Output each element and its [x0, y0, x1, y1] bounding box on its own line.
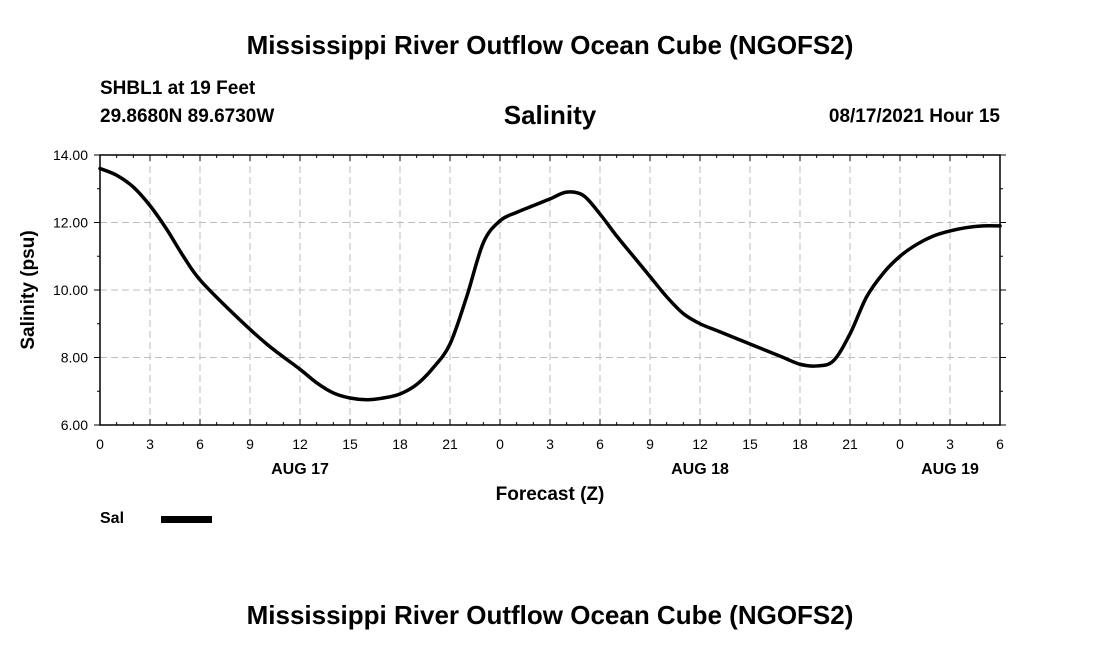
salinity-data-point — [765, 349, 768, 352]
salinity-data-point — [382, 397, 385, 400]
x-tick-label: 18 — [792, 436, 808, 452]
salinity-data-point — [599, 213, 602, 216]
station-label: SHBL1 at 19 Feet — [100, 78, 256, 99]
salinity-data-point — [665, 295, 668, 298]
salinity-data-point — [515, 211, 518, 214]
x-tick-label: 21 — [842, 436, 858, 452]
salinity-data-point — [415, 383, 418, 386]
date-label: AUG 18 — [671, 461, 729, 478]
x-tick-label: 3 — [146, 436, 154, 452]
salinity-data-point — [982, 224, 985, 227]
salinity-data-point — [682, 312, 685, 315]
salinity-data-point — [449, 343, 452, 346]
series-layer — [98, 166, 1002, 402]
salinity-data-point — [532, 204, 535, 207]
salinity-data-point — [632, 255, 635, 258]
salinity-data-point — [165, 228, 168, 231]
salinity-series-line — [98, 166, 1002, 402]
legend-label: Sal — [100, 510, 125, 527]
forecast-time: 08/17/2021 Hour 15 — [828, 106, 1000, 127]
salinity-data-point — [399, 392, 402, 395]
salinity-data-point — [332, 391, 335, 394]
salinity-data-point — [815, 364, 818, 367]
x-tick-label: 21 — [442, 436, 458, 452]
salinity-data-point — [232, 312, 235, 315]
y-tick-label: 14.00 — [53, 147, 88, 163]
salinity-data-point — [965, 226, 968, 229]
x-tick-label: 6 — [996, 436, 1004, 452]
y-tick-label: 6.00 — [61, 417, 88, 433]
salinity-data-point — [582, 194, 585, 197]
x-tick-label: 0 — [96, 436, 104, 452]
x-axis-label: Forecast (Z) — [496, 484, 605, 505]
salinity-data-point — [849, 332, 852, 335]
salinity-data-point — [915, 243, 918, 246]
salinity-data-point — [365, 398, 368, 401]
x-tick-label: 3 — [946, 436, 954, 452]
salinity-data-point — [782, 356, 785, 359]
salinity-data-point — [299, 368, 302, 371]
salinity-data-point — [432, 366, 435, 369]
salinity-data-point — [565, 191, 568, 194]
salinity-data-point — [865, 295, 868, 298]
y-tick-label: 10.00 — [53, 282, 88, 298]
salinity-data-point — [932, 235, 935, 238]
labels-layer: 0 3 6 9 12 15 18 21 0 3 6 9 12 15 18 21 0 3 6 6.00 8.00 10.00… — [53, 147, 1004, 478]
salinity-data-point — [349, 397, 352, 400]
y-tick-label: 12.00 — [53, 215, 88, 231]
salinity-data-point — [482, 241, 485, 244]
x-tick-label: 3 — [546, 436, 554, 452]
grid-layer — [100, 155, 1000, 425]
x-tick-label: 6 — [196, 436, 204, 452]
x-tick-label: 18 — [392, 436, 408, 452]
date-label: AUG 19 — [921, 461, 979, 478]
salinity-data-point — [749, 343, 752, 346]
salinity-data-point — [182, 255, 185, 258]
salinity-data-point — [265, 343, 268, 346]
x-tick-label: 6 — [596, 436, 604, 452]
salinity-data-point — [315, 381, 318, 384]
x-tick-label: 12 — [292, 436, 308, 452]
y-tick-label: 8.00 — [61, 350, 88, 366]
x-tick-label: 0 — [896, 436, 904, 452]
x-tick-label: 9 — [246, 436, 254, 452]
salinity-data-point — [549, 197, 552, 200]
salinity-data-point — [882, 272, 885, 275]
salinity-data-point — [649, 275, 652, 278]
date-label: AUG 17 — [271, 461, 329, 478]
x-tick-label: 9 — [646, 436, 654, 452]
salinity-data-point — [732, 336, 735, 339]
y-axis-label: Salinity (psu) — [18, 230, 39, 349]
ticks-layer — [94, 154, 1006, 426]
x-tick-label: 0 — [496, 436, 504, 452]
chart-title: Mississippi River Outflow Ocean Cube (NG… — [246, 30, 854, 60]
salinity-data-point — [949, 229, 952, 232]
footer-title: Mississippi River Outflow Ocean Cube (NG… — [246, 600, 854, 630]
station-coordinates: 29.8680N 89.6730W — [100, 106, 275, 127]
salinity-data-point — [899, 255, 902, 258]
x-tick-label: 15 — [342, 436, 358, 452]
salinity-data-point — [715, 329, 718, 332]
salinity-data-point — [799, 363, 802, 366]
variable-title: Salinity — [503, 100, 597, 130]
salinity-data-point — [465, 295, 468, 298]
salinity-data-point — [199, 278, 202, 281]
salinity-data-point — [132, 186, 135, 189]
salinity-data-point — [832, 359, 835, 362]
x-tick-label: 12 — [692, 436, 708, 452]
salinity-data-point — [699, 322, 702, 325]
salinity-data-point — [499, 219, 502, 222]
salinity-data-point — [615, 235, 618, 238]
salinity-data-point — [149, 204, 152, 207]
x-tick-label: 15 — [742, 436, 758, 452]
salinity-data-point — [115, 174, 118, 177]
legend-line-swatch — [161, 516, 212, 523]
